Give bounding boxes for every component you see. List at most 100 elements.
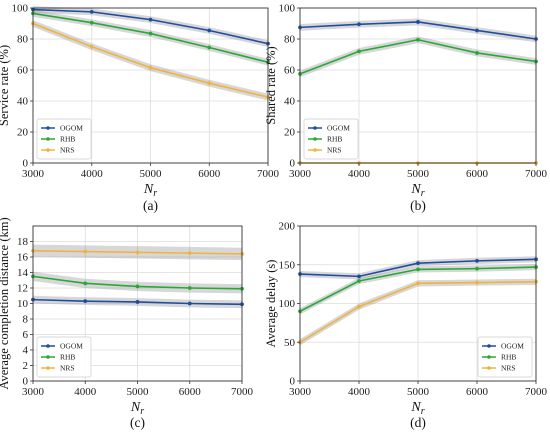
chart-panel-a: 3000 4000 5000 6000 7000 0 20 40 60 80 100 Nr Servic… [0,3,280,214]
legend-box [303,118,359,160]
legend-box [36,118,92,160]
data-point-rhb [83,281,88,286]
legend-marker-nrs [46,148,50,152]
data-point-nrs [357,304,361,309]
data-point-ogom [135,300,140,304]
y-tick-label: 80 [17,34,29,46]
legend-marker-nrs [313,148,317,152]
data-point-ogom [89,9,94,14]
y-tick-label: 40 [284,96,296,108]
x-tick-label: 4000 [81,168,104,180]
y-tick-label: 10 [17,298,29,310]
y-tick-label: 50 [284,337,296,349]
legend-label-rhb: RHB [60,353,75,362]
panel-caption: (d) [410,415,426,430]
data-point-rhb [89,20,94,25]
data-point-nrs [207,81,212,86]
data-point-ogom [187,301,192,306]
data-point-ogom [148,17,153,22]
panel-caption: (c) [130,415,145,430]
y-tick-label: 0 [290,158,296,170]
legend-marker-nrs [487,366,491,370]
legend-box [477,336,533,378]
legend: OGOM RHB NRS [36,118,92,160]
confidence-band-nrs [33,20,268,101]
y-tick-label: 18 [17,236,29,248]
legend-label-nrs: NRS [501,364,516,373]
legend-label-nrs: NRS [60,146,75,155]
y-axis-label: Average delay (s) [264,260,278,348]
data-point-nrs [89,44,94,49]
x-tick-label: 4000 [348,168,371,180]
y-tick-label: 0 [23,158,29,170]
data-point-rhb [416,267,420,272]
x-tick-label: 4000 [348,386,371,398]
y-axis-label: Shared rate (%) [264,46,278,124]
legend-marker-ogom [46,344,50,348]
data-point-rhb [135,284,140,289]
y-tick-label: 4 [23,345,29,357]
x-tick-label: 4000 [74,386,97,398]
x-tick-label: 5000 [407,168,430,180]
y-tick-label: 20 [17,127,29,139]
y-tick-label: 200 [279,221,296,233]
y-tick-label: 60 [284,65,296,77]
legend-marker-rhb [46,355,50,359]
y-axis-label: Service rate (%) [0,45,11,126]
legend-marker-rhb [487,355,491,359]
x-tick-label: 5000 [140,168,163,180]
y-tick-label: 12 [17,283,28,295]
data-point-rhb [475,266,479,271]
legend: OGOM RHB NRS [303,118,359,160]
x-tick-label: 6000 [179,386,202,398]
data-point-ogom [83,299,88,304]
data-point-rhb [357,49,361,54]
data-point-ogom [357,274,361,279]
confidence-band-nrs [300,278,536,346]
data-point-nrs [187,251,192,256]
data-point-rhb [187,286,192,290]
y-tick-label: 8 [23,314,29,326]
panel-caption: (a) [143,198,158,213]
data-point-nrs [135,250,140,255]
data-point-ogom [416,261,420,266]
x-tick-label: 3000 [22,168,45,180]
data-point-nrs [83,249,88,254]
x-tick-label: 3000 [22,386,45,398]
y-tick-label: 0 [290,376,296,388]
data-point-rhb [148,31,153,36]
y-tick-label: 80 [284,34,296,46]
legend: OGOM RHB NRS [36,336,92,378]
data-point-rhb [357,279,361,283]
data-point-rhb [475,51,479,55]
x-tick-label: 6000 [466,386,489,398]
confidence-band-rhb [300,263,536,315]
legend-label-ogom: OGOM [327,124,350,133]
y-tick-label: 100 [12,3,29,15]
y-tick-label: 20 [284,127,296,139]
legend: OGOM RHB NRS [477,336,533,378]
y-tick-label: 14 [17,267,29,279]
y-tick-label: 2 [23,360,29,372]
legend-marker-ogom [487,344,491,348]
legend-box [36,336,92,378]
x-tick-label: 6000 [466,168,489,180]
x-tick-label: 3000 [289,168,312,180]
y-tick-label: 0 [23,376,29,388]
y-tick-label: 100 [279,3,296,15]
legend-label-rhb: RHB [60,135,75,144]
legend-label-ogom: OGOM [60,342,83,351]
data-point-nrs [475,280,479,285]
x-axis-label: Nr [130,400,144,417]
confidence-band-rhb [300,36,536,78]
data-point-ogom [475,258,479,263]
x-tick-label: 6000 [198,168,221,180]
x-tick-label: 5000 [127,386,150,398]
x-tick-label: 5000 [407,386,430,398]
legend-label-rhb: RHB [501,353,516,362]
legend-label-rhb: RHB [327,135,342,144]
legend-marker-ogom [46,126,50,130]
y-tick-label: 100 [279,298,296,310]
legend-marker-rhb [46,137,50,141]
